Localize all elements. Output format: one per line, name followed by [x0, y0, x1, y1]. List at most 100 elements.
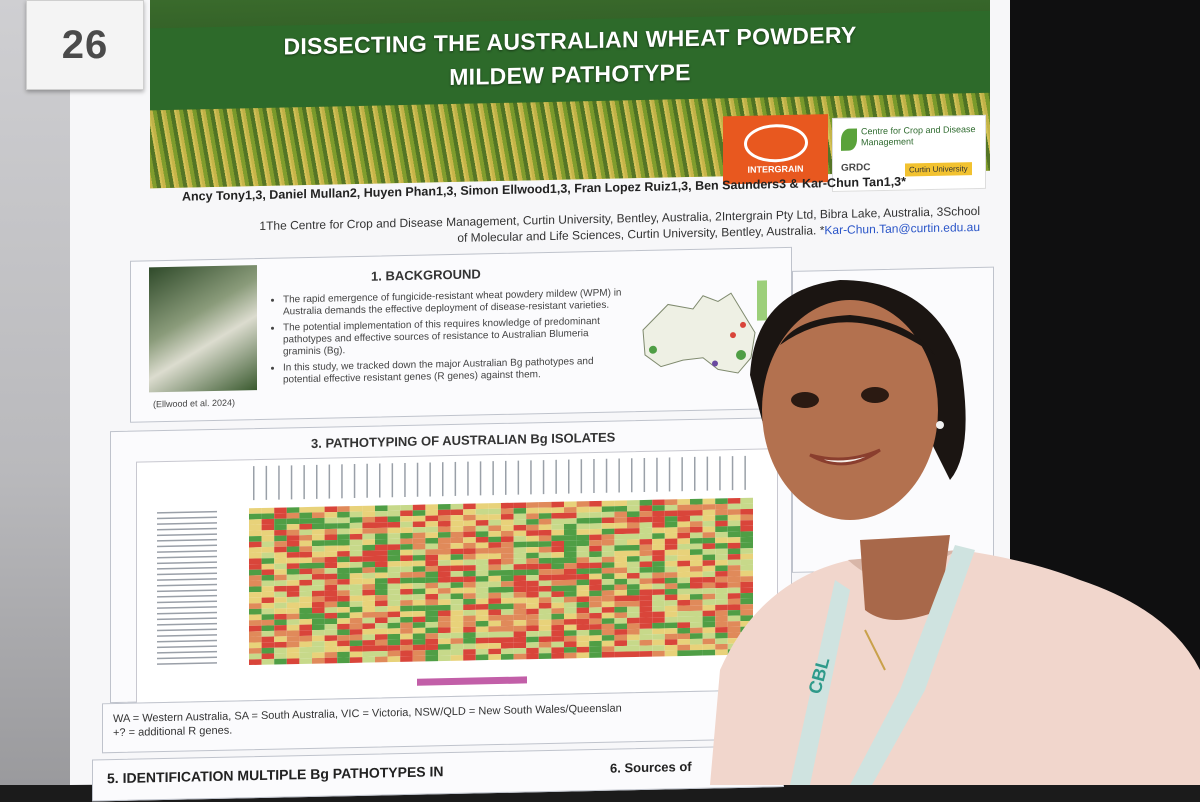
heatmap-cell — [564, 630, 577, 637]
heatmap-cell — [349, 517, 363, 523]
heatmap-cell — [450, 582, 464, 589]
heatmap-cell — [362, 617, 375, 624]
heatmap-cell — [286, 557, 300, 564]
heatmap-cell — [274, 619, 287, 626]
heatmap-cell — [589, 500, 602, 507]
heatmap-cell — [299, 602, 312, 608]
heatmap-cell — [639, 567, 653, 573]
heatmap-cell — [715, 610, 728, 617]
heatmap-cell — [551, 596, 564, 603]
heatmap-cell — [677, 560, 691, 567]
heatmap-cell — [488, 502, 501, 509]
heatmap-cell — [589, 629, 602, 636]
heatmap-cell — [501, 614, 514, 621]
heatmap-cell — [400, 656, 413, 662]
heatmap-cell — [299, 540, 312, 547]
heatmap-cell — [375, 533, 388, 540]
heatmap-cell — [337, 590, 350, 597]
heatmap-cell — [601, 545, 615, 552]
heatmap-cell — [425, 649, 438, 656]
heatmap-cell — [375, 583, 388, 590]
heatmap-cell — [337, 511, 350, 518]
heatmap-cell — [652, 645, 665, 652]
heatmap-cell — [450, 615, 464, 622]
heatmap-cell — [501, 530, 514, 537]
heatmap-cell — [614, 511, 627, 518]
heatmap-cell — [551, 524, 564, 530]
heatmap-cell — [488, 637, 501, 644]
heatmap-cell — [639, 645, 653, 652]
heatmap-cell — [324, 512, 338, 518]
heatmap-cell — [513, 502, 527, 509]
heatmap-cell — [627, 533, 640, 540]
heatmap-cell — [349, 640, 363, 647]
heatmap-cell — [576, 545, 590, 552]
heatmap-cell — [690, 649, 703, 656]
right-eye — [861, 387, 889, 403]
heatmap-cell — [513, 631, 527, 638]
heatmap-cell — [727, 593, 741, 600]
heatmap-cell — [400, 605, 413, 612]
heatmap-cell — [727, 570, 741, 577]
heatmap-cell — [715, 559, 728, 566]
heatmap-cell — [475, 508, 489, 515]
heatmap-cell — [664, 611, 678, 618]
column-label-mark — [341, 464, 343, 499]
heatmap-cell — [249, 530, 262, 537]
heatmap-cell — [652, 544, 665, 551]
heatmap-cell — [425, 521, 438, 527]
notes-line-1: WA = Western Australia, SA = South Austr… — [113, 702, 622, 726]
heatmap-cell — [425, 593, 438, 600]
heatmap-cell — [740, 592, 754, 599]
heatmap-cell — [400, 510, 413, 517]
heatmap-cell — [576, 601, 590, 608]
heatmap-cell — [463, 581, 476, 588]
heatmap-cell — [488, 519, 501, 526]
heatmap-cell — [551, 624, 564, 631]
heatmap-cell — [576, 596, 590, 603]
heatmap-cell — [450, 520, 464, 527]
heatmap-cell — [589, 652, 602, 658]
heatmap-cell — [652, 594, 665, 601]
heatmap-cell — [337, 646, 350, 653]
heatmap-cell — [375, 611, 388, 618]
heatmap-cell — [677, 566, 691, 573]
heatmap-cell — [312, 590, 325, 597]
heatmap-cell — [601, 651, 615, 658]
heatmap-cell — [286, 563, 300, 570]
heatmap-cell — [286, 518, 300, 525]
heatmap-cell — [362, 516, 375, 523]
heatmap-cell — [425, 509, 438, 516]
heatmap-cell — [324, 652, 338, 658]
heatmap-cell — [286, 619, 300, 626]
heatmap-cell — [324, 629, 338, 636]
heatmap-cell — [501, 625, 514, 632]
heatmap-cell — [501, 558, 514, 565]
heatmap-cell — [551, 613, 564, 620]
heatmap-cell — [337, 634, 350, 641]
heatmap-cell — [576, 529, 590, 535]
heatmap-cell — [337, 595, 350, 602]
heatmap-cell — [564, 635, 577, 642]
heatmap-cell — [475, 643, 489, 650]
heatmap-cell — [324, 506, 338, 513]
board-number-card: 26 — [26, 0, 144, 90]
heatmap-cell — [349, 606, 363, 613]
heatmap-cell — [538, 501, 552, 508]
heatmap-cell — [664, 633, 678, 640]
column-label-mark — [731, 456, 734, 491]
heatmap-cell — [614, 629, 627, 635]
heatmap-cell — [576, 540, 590, 547]
heatmap-cell — [740, 559, 754, 566]
heatmap-cell — [261, 619, 275, 626]
heatmap-cell — [740, 564, 754, 571]
heatmap-cell — [274, 625, 287, 631]
heatmap-cell — [337, 629, 350, 636]
heatmap-cell — [677, 611, 691, 617]
row-label-mark — [157, 611, 217, 615]
heatmap-cell — [664, 521, 678, 528]
heatmap-cell — [727, 565, 741, 572]
heatmap-cell — [639, 505, 653, 512]
heatmap-cell — [652, 499, 665, 506]
heatmap-cell — [564, 585, 577, 592]
